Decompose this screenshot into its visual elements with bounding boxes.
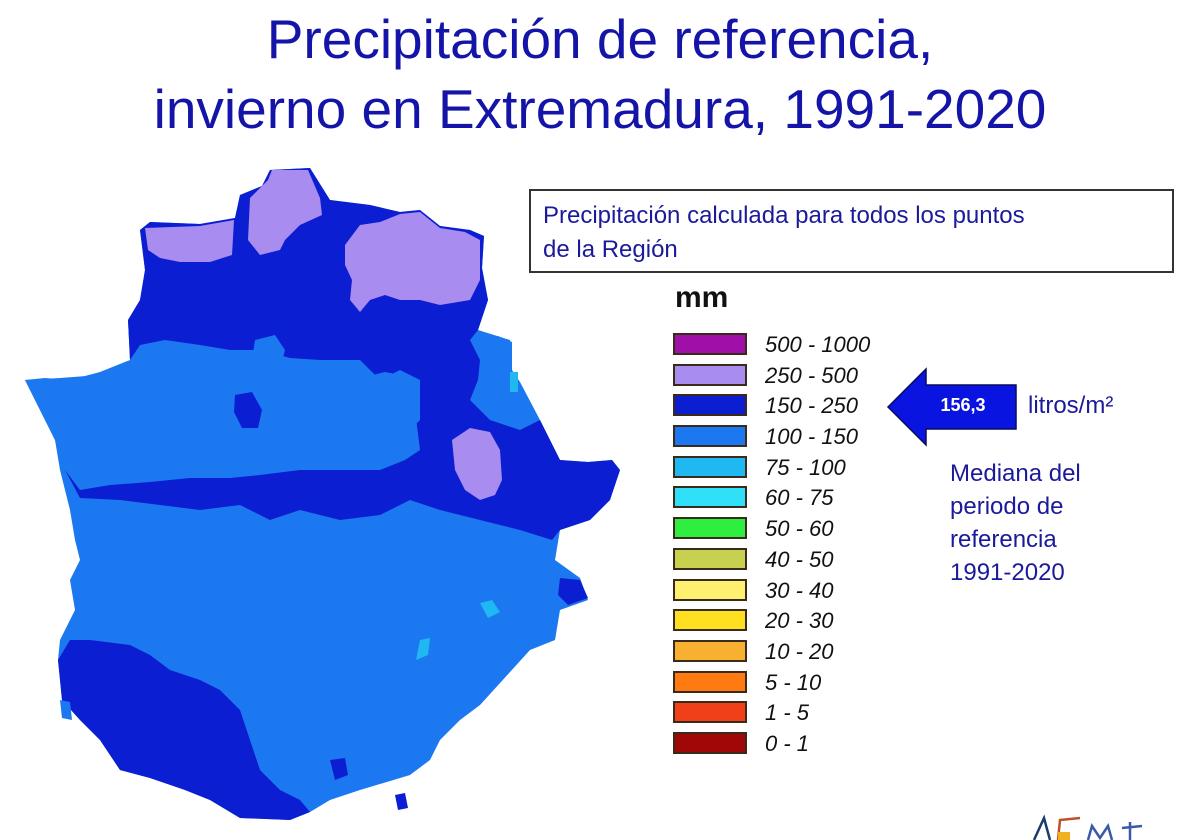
- legend-swatch: [673, 701, 747, 724]
- median-unit: litros/m²: [1028, 392, 1114, 419]
- info-box-line-1: Precipitación calculada para todos los p…: [543, 202, 1025, 229]
- map-zone-100-150-sw-spot: [60, 700, 72, 720]
- map-zone-250-500-east: [452, 428, 502, 500]
- median-note-line: periodo de: [950, 493, 1064, 520]
- title-line-1: Precipitación de referencia,: [266, 8, 934, 70]
- legend-swatch: [673, 578, 747, 601]
- legend-swatch: [673, 547, 747, 570]
- map-zone-100-150-middle: [25, 368, 420, 490]
- median-note-line: 1991-2020: [950, 559, 1065, 586]
- legend-range-label: 100 - 150: [765, 424, 858, 450]
- legend-range-label: 20 - 30: [765, 608, 834, 634]
- legend-swatch: [673, 609, 747, 632]
- legend-range-label: 0 - 1: [765, 730, 810, 756]
- map-zone-100-150-east: [480, 336, 512, 390]
- legend-range-label: 500 - 1000: [765, 332, 871, 357]
- legend-swatch: [673, 363, 747, 386]
- legend-swatch: [673, 455, 747, 478]
- legend-swatch: [673, 731, 747, 754]
- median-note-line: referencia: [950, 526, 1057, 553]
- legend-unit-label: mm: [675, 281, 729, 314]
- title-line-2: invierno en Extremadura, 1991-2020: [153, 78, 1047, 140]
- legend-range-label: 30 - 40: [765, 577, 834, 603]
- legend-range-label: 50 - 60: [765, 516, 834, 542]
- map-zone-75-100-east: [510, 372, 518, 392]
- legend-swatch: [673, 517, 747, 540]
- legend-range-label: 40 - 50: [765, 546, 834, 572]
- legend-swatch: [673, 639, 747, 662]
- map-zone-100-150-center-island: [252, 335, 285, 372]
- map-zone-75-100-se-spot-2: [416, 638, 430, 660]
- aemet-logo-icon: [1032, 814, 1143, 840]
- map-zone-150-250-south-spot: [330, 758, 348, 780]
- map-zone-75-100-se-spot: [480, 600, 500, 618]
- median-value: 156,3: [940, 395, 986, 415]
- legend-range-label: 150 - 250: [765, 393, 858, 419]
- median-note: Mediana del periodo de referencia 1991-2…: [950, 457, 1081, 589]
- map-zone-150-250-east-edge: [558, 578, 588, 605]
- legend-swatch: [673, 670, 747, 693]
- legend-range-label: 5 - 10: [765, 669, 822, 695]
- map-zone-250-500-n: [248, 170, 322, 255]
- map-zone-250-500-ne: [345, 212, 480, 312]
- info-box: Precipitación calculada para todos los p…: [529, 189, 1174, 273]
- legend-range-label: 60 - 75: [765, 485, 834, 511]
- map-zone-150-250-southwest: [58, 640, 310, 820]
- legend-swatch: [673, 394, 747, 417]
- left-arrow-icon: [886, 367, 1017, 447]
- map-zone-150-250-se-spot: [395, 793, 408, 810]
- map-zone-150-250-center-hole: [234, 392, 262, 428]
- page-title: Precipitación de referencia, invierno en…: [0, 4, 1200, 144]
- legend-swatch: [673, 333, 747, 355]
- legend-range-label: 75 - 100: [765, 454, 846, 480]
- extremadura-precipitation-map: [25, 168, 620, 820]
- legend-range-label: 1 - 5: [765, 700, 810, 726]
- legend-swatch: [673, 486, 747, 509]
- legend-swatch: [673, 425, 747, 448]
- info-box-line-2: de la Región: [543, 236, 678, 263]
- legend-range-label: 250 - 500: [765, 362, 858, 388]
- median-note-line: Mediana del: [950, 460, 1081, 487]
- map-zone-250-500-nw: [145, 220, 234, 262]
- legend-range-label: 10 - 20: [765, 638, 834, 664]
